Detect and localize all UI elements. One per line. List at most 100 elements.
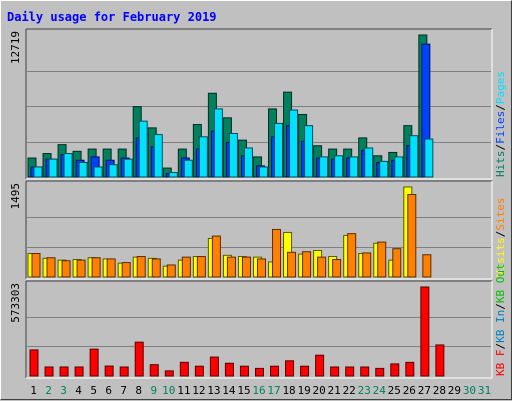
bar-kb-f-day-11 [179,361,189,377]
bar-sites-day-21 [332,259,342,278]
bar-pages-day-16 [258,166,268,178]
day-label-9: 9 [150,384,157,397]
day-label-6: 6 [105,384,112,397]
day-label-8: 8 [135,384,142,397]
bar-kb-f-day-17 [270,365,280,377]
bar-kb-f-day-5 [89,348,99,377]
bar-sites-day-27 [422,254,432,278]
bar-sites-day-7 [121,262,131,278]
plot-area [26,281,492,378]
bar-kb-f-day-3 [59,366,69,377]
day-label-10: 10 [162,384,175,397]
bar-pages-day-26 [409,135,419,178]
day-label-16: 16 [252,384,265,397]
bar-kb-f-day-4 [74,366,84,377]
bar-sites-day-10 [166,264,176,278]
bar-pages-day-18 [289,109,299,178]
day-label-4: 4 [75,384,82,397]
bar-sites-day-17 [272,228,282,278]
legend-entry: Visits [494,237,507,277]
bar-sites-day-20 [317,256,327,278]
bar-kb-f-day-27 [420,286,430,377]
day-label-31: 31 [478,384,491,397]
day-label-21: 21 [328,384,341,397]
bar-sites-day-18 [287,251,297,278]
legend-entry: / [494,303,507,310]
x-axis-day-labels: 1 2 3 4 5 6 7 8 9 10 11 12 13 14 15 16 17 18 19 20 21 22 23 24 2… [30,384,491,397]
day-label-28: 28 [433,384,446,397]
bar-pages-day-9 [153,134,163,178]
day-label-13: 13 [207,384,220,397]
day-label-15: 15 [237,384,250,397]
bar-sites-day-25 [392,248,402,278]
day-label-29: 29 [448,384,461,397]
bar-kb-f-day-18 [285,360,295,377]
bar-sites-day-23 [362,252,372,278]
day-label-7: 7 [120,384,127,397]
bar-kb-f-day-6 [104,365,114,377]
bar-sites-day-4 [76,259,86,278]
bar-kb-f-day-19 [300,365,310,377]
bar-sites-day-5 [91,257,101,278]
bar-pages-day-27 [424,138,434,178]
bar-pages-day-21 [334,155,344,178]
bar-pages-day-20 [319,156,329,178]
bar-kb-f-day-8 [134,341,144,377]
day-label-17: 17 [267,384,280,397]
bar-pages-day-7 [123,158,133,178]
bar-sites-day-9 [151,258,161,278]
bar-sites-day-19 [302,251,312,278]
day-label-30: 30 [463,384,476,397]
day-label-20: 20 [313,384,326,397]
bar-kb-f-day-22 [345,366,355,377]
bar-kb-f-day-14 [224,362,234,377]
day-label-3: 3 [60,384,67,397]
bar-sites-day-16 [256,258,266,278]
bar-kb-f-day-2 [44,366,54,377]
bar-kb-f-day-1 [29,349,39,377]
day-label-5: 5 [90,384,97,397]
legend-entry: Hits [494,151,507,178]
bar-kb-f-day-21 [330,366,340,377]
bar-sites-day-22 [347,233,357,278]
bar-pages-day-5 [93,166,103,178]
legend-entry: / [494,231,507,238]
bar-pages-day-14 [228,132,238,178]
y-max-label: 1495 [9,183,22,210]
bar-kb-f-day-12 [194,365,204,377]
legend-entry: Pages [494,71,507,104]
bar-pages-day-1 [33,166,43,178]
bar-kb-f-day-23 [360,366,370,377]
bar-kb-f-day-15 [239,365,249,377]
day-label-26: 26 [403,384,416,397]
bar-sites-day-12 [196,256,206,278]
bar-pages-day-24 [379,160,389,178]
bar-pages-day-11 [183,159,193,178]
bar-pages-day-23 [364,147,374,178]
bar-pages-day-4 [78,161,88,178]
bar-pages-day-19 [304,125,314,178]
legend-entry: Files [494,111,507,144]
bar-pages-day-22 [349,156,359,178]
chart-panels: 12719Hits/Files/Pages1495Visits/Sites573… [9,28,507,379]
bar-sites-day-15 [241,256,251,278]
bar-kb-f-day-13 [209,356,219,377]
bar-kb-f-day-9 [149,364,159,377]
legend: KB F/KB In/KB Out [494,263,507,376]
panel-visits_sites: 1495 Visits/Sites [9,180,507,280]
y-max-label: 12719 [9,31,22,64]
day-label-11: 11 [177,384,190,397]
day-label-18: 18 [282,384,295,397]
bar-kb-f-day-7 [119,366,129,377]
legend-entry: / [494,144,507,151]
bar-pages-day-17 [274,122,284,178]
chart-title: Daily usage for February 2019 [7,10,217,24]
bar-sites-day-14 [226,256,236,278]
bar-sites-day-8 [136,256,146,278]
legend-entry: Sites [494,198,507,231]
bar-pages-day-2 [48,158,58,178]
day-label-19: 19 [297,384,310,397]
bar-sites-day-11 [181,256,191,278]
bar-pages-day-15 [243,147,253,178]
